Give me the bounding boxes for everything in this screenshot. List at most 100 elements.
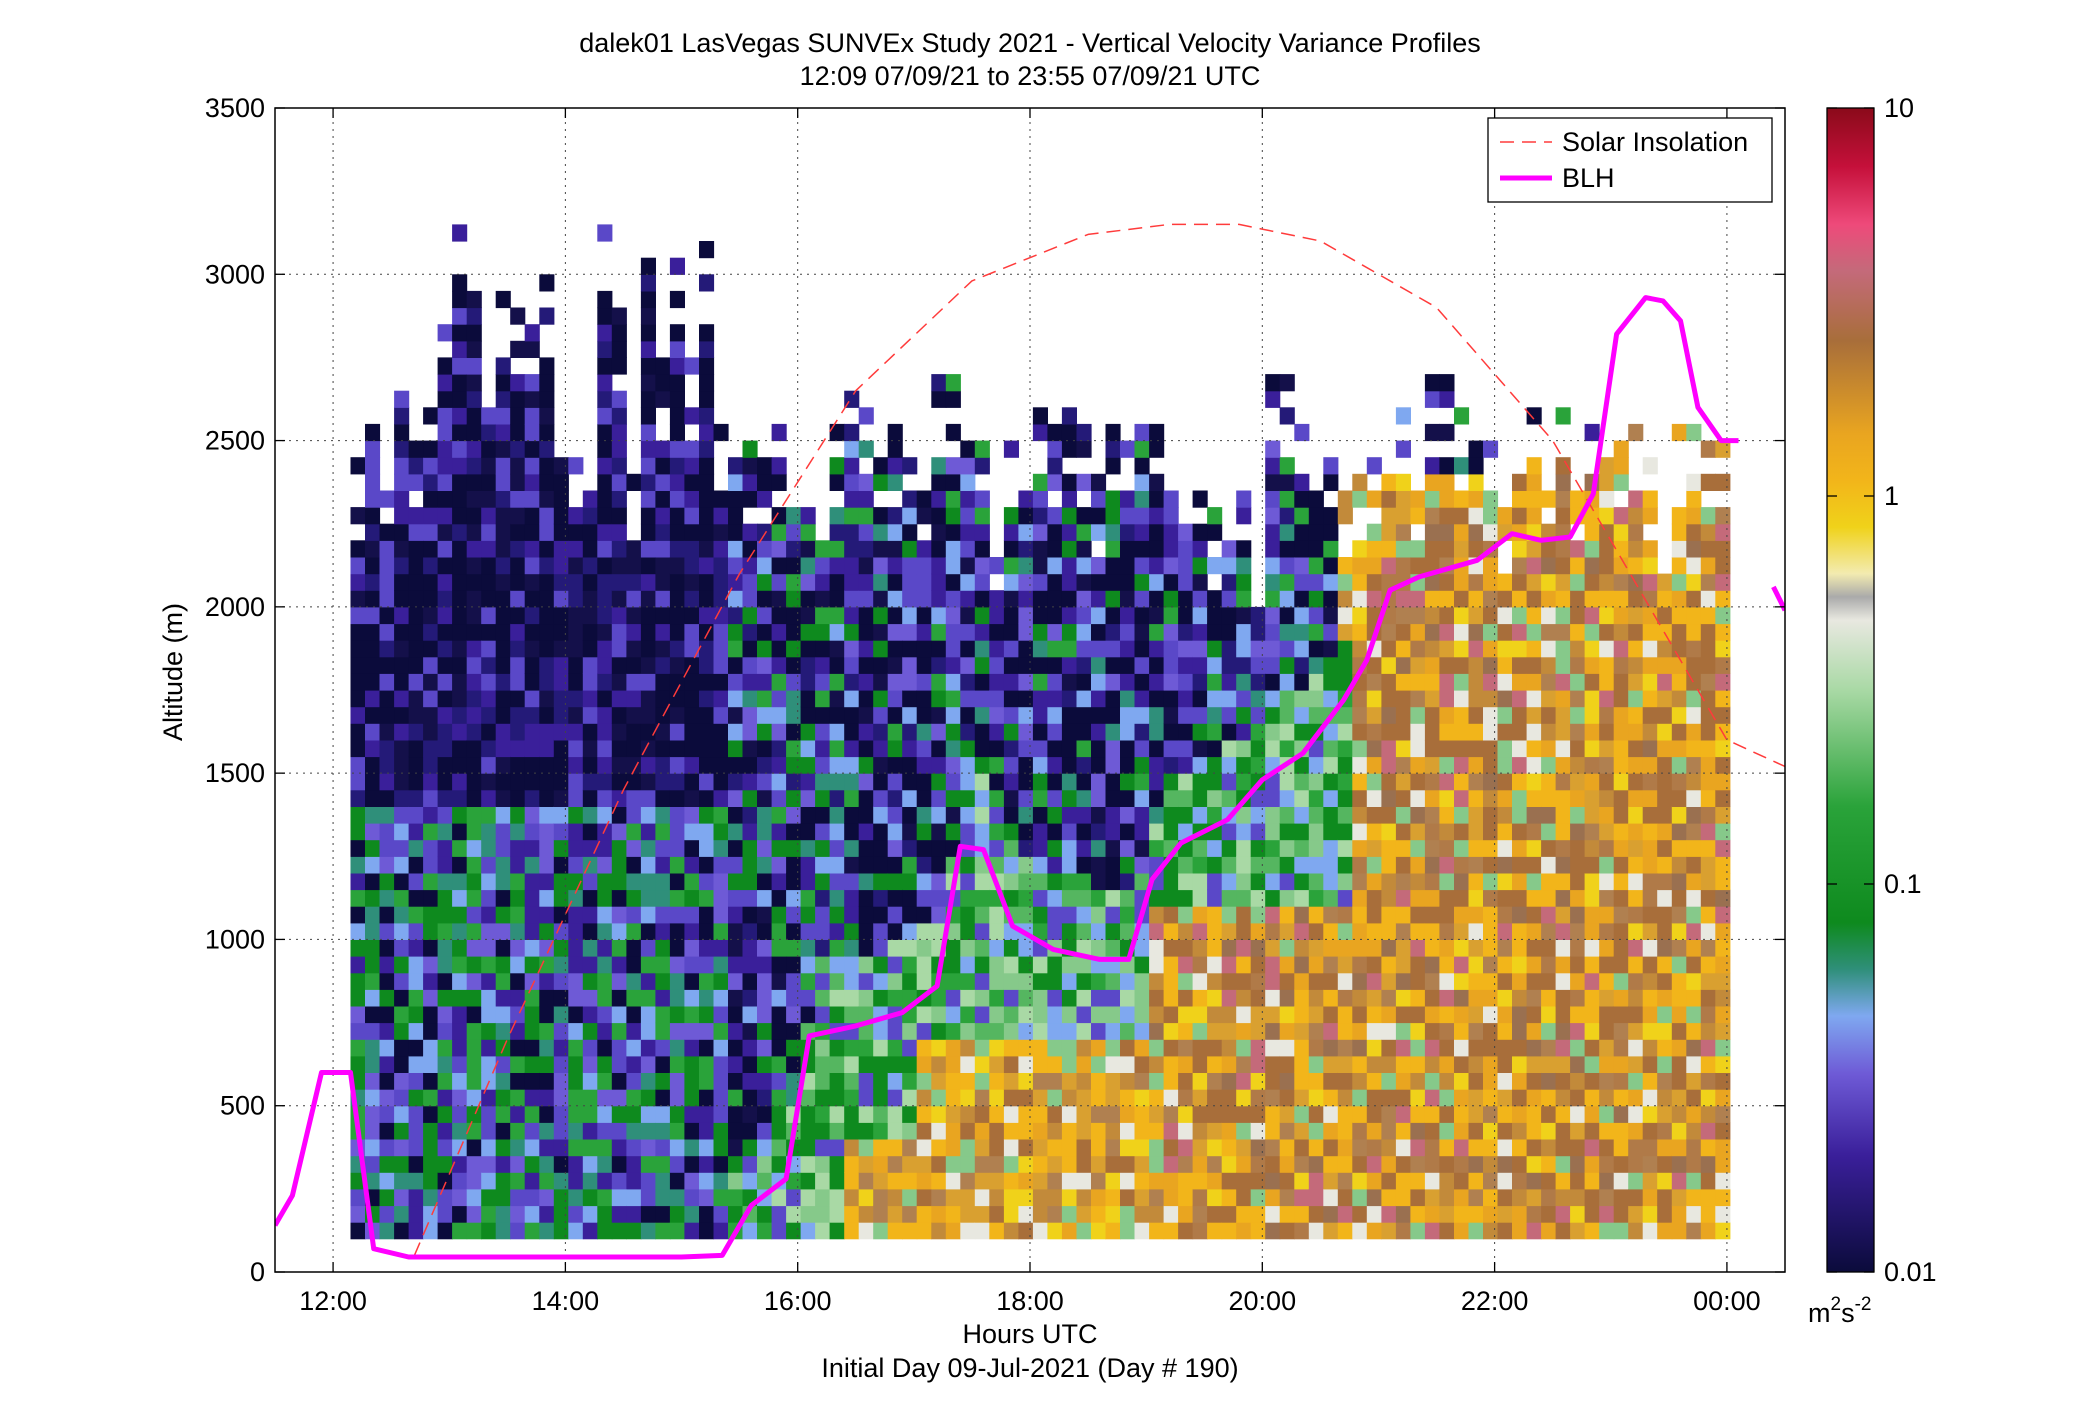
heatmap-cell bbox=[669, 290, 685, 309]
heatmap-cell bbox=[1091, 856, 1107, 874]
heatmap-cell bbox=[1599, 922, 1615, 940]
heatmap-cell bbox=[466, 856, 482, 874]
heatmap-cell bbox=[1410, 1172, 1426, 1190]
heatmap-cell bbox=[1439, 706, 1455, 724]
heatmap-cell bbox=[1686, 590, 1702, 608]
heatmap-cell bbox=[1454, 590, 1470, 608]
heatmap-cell bbox=[626, 1222, 642, 1240]
heatmap-cell bbox=[1642, 1188, 1658, 1207]
heatmap-cell bbox=[699, 523, 715, 541]
heatmap-cell bbox=[1134, 789, 1150, 807]
heatmap-cell bbox=[350, 656, 366, 674]
heatmap-cell bbox=[1149, 523, 1165, 541]
heatmap-cell bbox=[640, 673, 656, 691]
heatmap-cell bbox=[1584, 623, 1600, 641]
heatmap-cell bbox=[960, 590, 976, 608]
heatmap-cell bbox=[815, 956, 831, 974]
heatmap-cell bbox=[1163, 540, 1179, 558]
heatmap-cell bbox=[1395, 989, 1411, 1007]
heatmap-cell bbox=[1454, 523, 1470, 541]
heatmap-cell bbox=[858, 723, 874, 741]
heatmap-cell bbox=[858, 972, 874, 990]
heatmap-cell bbox=[524, 1022, 540, 1040]
heatmap-cell bbox=[1323, 1072, 1339, 1090]
heatmap-cell bbox=[974, 906, 990, 924]
heatmap-cell bbox=[1628, 540, 1644, 558]
heatmap-cell bbox=[1671, 557, 1687, 575]
heatmap-cell bbox=[1555, 690, 1571, 708]
heatmap-cell bbox=[844, 457, 860, 475]
heatmap-cell bbox=[1032, 573, 1048, 591]
heatmap-cell bbox=[1381, 889, 1397, 907]
heatmap-cell bbox=[1613, 889, 1629, 907]
heatmap-cell bbox=[1599, 457, 1615, 475]
heatmap-cell bbox=[1163, 989, 1179, 1007]
heatmap-cell bbox=[1178, 972, 1194, 990]
heatmap-cell bbox=[728, 1205, 744, 1223]
heatmap-cell bbox=[1512, 1139, 1528, 1157]
heatmap-cell bbox=[452, 623, 468, 641]
heatmap-cell bbox=[742, 706, 758, 724]
heatmap-cell bbox=[1555, 640, 1571, 658]
heatmap-cell bbox=[771, 872, 787, 891]
heatmap-cell bbox=[539, 1022, 555, 1040]
heatmap-cell bbox=[1570, 723, 1586, 741]
heatmap-cell bbox=[1352, 1139, 1368, 1157]
heatmap-cell bbox=[655, 1205, 671, 1223]
heatmap-cell bbox=[1512, 1055, 1528, 1073]
heatmap-cell bbox=[742, 1155, 758, 1173]
heatmap-cell bbox=[1091, 490, 1107, 508]
heatmap-cell bbox=[844, 1205, 860, 1223]
heatmap-cell bbox=[1555, 1105, 1571, 1123]
heatmap-cell bbox=[611, 407, 627, 425]
heatmap-cell bbox=[1628, 1005, 1644, 1024]
heatmap-cell bbox=[1642, 1022, 1658, 1040]
heatmap-cell bbox=[1599, 1172, 1615, 1190]
heatmap-cell bbox=[1439, 956, 1455, 974]
heatmap-cell bbox=[1468, 540, 1484, 558]
heatmap-cell bbox=[1265, 1055, 1281, 1073]
heatmap-cell bbox=[582, 690, 598, 708]
x-axis-label: Hours UTC bbox=[962, 1319, 1097, 1349]
heatmap-cell bbox=[1337, 573, 1353, 591]
heatmap-cell bbox=[1424, 756, 1440, 774]
heatmap-cell bbox=[481, 490, 497, 508]
heatmap-cell bbox=[1120, 1022, 1136, 1040]
heatmap-cell bbox=[786, 756, 802, 774]
heatmap-cell bbox=[873, 806, 889, 824]
heatmap-cell bbox=[945, 956, 961, 974]
heatmap-cell bbox=[902, 623, 918, 641]
heatmap-cell bbox=[684, 523, 700, 541]
heatmap-cell bbox=[989, 939, 1005, 957]
heatmap-cell bbox=[1366, 1055, 1382, 1073]
heatmap-cell bbox=[1032, 673, 1048, 691]
heatmap-cell bbox=[394, 1172, 410, 1190]
heatmap-cell bbox=[1671, 1105, 1687, 1123]
heatmap-cell bbox=[510, 690, 526, 708]
heatmap-cell bbox=[553, 523, 569, 541]
heatmap-cell bbox=[858, 1122, 874, 1140]
heatmap-cell bbox=[1468, 723, 1484, 741]
heatmap-cell bbox=[1149, 723, 1165, 741]
heatmap-cell bbox=[931, 473, 947, 491]
heatmap-cell bbox=[1018, 1205, 1034, 1223]
heatmap-cell bbox=[1279, 457, 1295, 475]
heatmap-cell bbox=[800, 507, 816, 525]
heatmap-cell bbox=[1686, 706, 1702, 724]
heatmap-cell bbox=[423, 872, 439, 891]
heatmap-cell bbox=[1497, 856, 1513, 874]
heatmap-cell bbox=[582, 706, 598, 724]
heatmap-cell bbox=[1279, 1122, 1295, 1140]
heatmap-cell bbox=[742, 1039, 758, 1057]
heatmap-cell bbox=[1700, 656, 1716, 674]
heatmap-cell bbox=[394, 390, 410, 408]
heatmap-cell bbox=[1265, 922, 1281, 940]
heatmap-cell bbox=[611, 922, 627, 940]
heatmap-cell bbox=[1541, 1139, 1557, 1157]
heatmap-cell bbox=[1149, 656, 1165, 674]
heatmap-cell bbox=[1541, 640, 1557, 658]
heatmap-cell bbox=[1439, 1039, 1455, 1057]
heatmap-cell bbox=[1192, 1089, 1208, 1107]
heatmap-cell bbox=[902, 1072, 918, 1090]
heatmap-cell bbox=[1192, 756, 1208, 774]
